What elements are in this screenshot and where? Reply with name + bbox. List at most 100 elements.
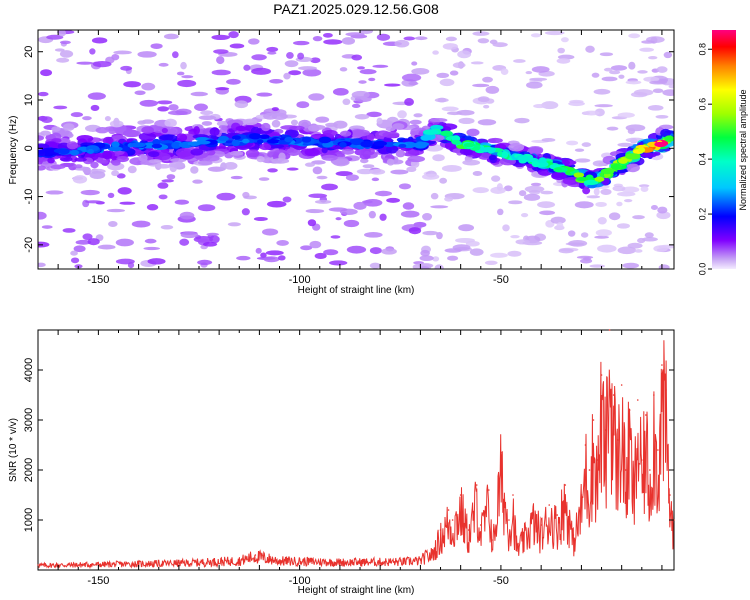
spectrogram-cell: [556, 57, 571, 64]
spectrogram-peak: [537, 159, 547, 164]
spectrogram-cell: [544, 30, 565, 36]
spectrogram-cell: [452, 244, 471, 251]
spectrogram-cell: [599, 52, 614, 57]
spectrogram-cell: [617, 142, 634, 147]
spectrogram-peak: [518, 156, 535, 162]
spectrogram-cell: [312, 36, 323, 42]
spectrogram-cell: [168, 104, 179, 111]
spectrogram-peak: [440, 130, 453, 137]
spectrogram-peak: [618, 157, 628, 164]
snr-data-point: [620, 384, 623, 386]
spectrogram-cell: [668, 84, 674, 89]
spectrogram-cell: [617, 246, 637, 255]
spectrogram-cell: [560, 37, 569, 43]
spectrogram-cell: [253, 216, 268, 221]
spectrogram-peak: [58, 149, 70, 155]
spectrogram-cell: [404, 98, 414, 106]
spectrogram-cell: [206, 232, 219, 236]
spectrogram-peak: [171, 141, 181, 149]
spectrogram-cell: [277, 255, 286, 261]
snr-data-point: [532, 509, 534, 511]
spectrogram-cell: [108, 220, 118, 227]
snr-data-point: [572, 534, 575, 536]
spectrogram-cell: [398, 183, 412, 190]
spectrogram-cell: [597, 216, 607, 225]
spectrogram-cell: [276, 239, 289, 246]
snr-series-line: [38, 340, 674, 570]
spectrogram-cell: [300, 245, 313, 251]
spectrogram-cell: [628, 61, 636, 70]
spectrogram-cell: [663, 51, 673, 59]
spectrogram-cell: [583, 257, 592, 261]
spectrogram-cell: [190, 148, 204, 156]
spectrogram-cell: [226, 78, 241, 85]
spectrogram-cell: [372, 64, 389, 68]
spectrogram-cell: [85, 200, 102, 204]
spectrogram-cell: [107, 192, 115, 198]
spectrogram-cell: [436, 72, 450, 79]
spectrogram-cell: [376, 117, 383, 125]
spectrogram-cell: [321, 154, 338, 161]
spectrogram-peak: [107, 146, 123, 152]
spectrogram-cell: [624, 199, 633, 203]
spectrogram-cell: [357, 66, 365, 70]
spectrogram-cell: [622, 262, 640, 269]
spectrogram-cell: [648, 55, 658, 60]
spectrogram-cell: [384, 83, 401, 87]
snr-y-tick-label: 1000: [23, 508, 35, 532]
spectrogram-cell: [322, 129, 338, 137]
spectrogram-cell: [106, 208, 125, 213]
spectrogram-cell: [362, 164, 375, 169]
spectrogram-cell: [245, 149, 260, 158]
spectrogram-x-tick-label: -100: [289, 274, 311, 286]
spectrogram-cell: [117, 187, 132, 195]
spectrogram-cell: [202, 155, 220, 162]
snr-data-point: [548, 504, 551, 506]
spectrogram-cell: [439, 123, 458, 130]
spectrogram-cell: [472, 31, 490, 36]
spectrogram-cell: [115, 238, 134, 247]
spectrogram-cell: [137, 51, 157, 58]
spectrogram-peak: [430, 124, 444, 131]
spectrogram-cell: [491, 175, 501, 182]
spectrogram-cell: [381, 248, 397, 255]
spectrogram-cell: [307, 209, 318, 213]
spectrogram-cell: [627, 128, 636, 135]
spectrogram-cell: [556, 222, 564, 229]
spectrogram-cell: [70, 112, 83, 118]
spectrogram-cell: [470, 61, 484, 65]
snr-data-point: [339, 560, 341, 563]
spectrogram-cell: [92, 61, 112, 68]
spectrogram-cell: [197, 204, 216, 212]
spectrogram-cell: [485, 85, 500, 94]
spectrogram-cell: [586, 195, 601, 199]
spectrogram-peak: [87, 149, 94, 154]
spectrogram-cell: [442, 43, 458, 50]
spectrogram-cell: [89, 170, 106, 179]
spectrogram-cell: [115, 258, 135, 265]
spectrogram-peak: [241, 138, 250, 144]
spectrogram-cell: [339, 67, 348, 72]
spectrogram-cell: [621, 186, 640, 193]
spectrogram-cell: [180, 231, 199, 239]
spectrogram-cell: [38, 211, 47, 220]
spectrogram-cell: [655, 114, 669, 119]
spectrogram-cell: [113, 117, 120, 127]
snr-data-point: [540, 524, 542, 526]
spectrogram-cell: [585, 45, 595, 53]
spectrogram-cell: [40, 69, 53, 77]
spectrogram-cell: [308, 124, 320, 132]
spectrogram-cell: [310, 57, 321, 64]
spectrogram-cell: [539, 210, 556, 216]
spectrogram-cell: [263, 112, 278, 120]
snr-data-point: [467, 529, 470, 531]
spectrogram-cell: [580, 232, 589, 238]
spectrogram-cell: [447, 255, 459, 261]
spectrogram-cell: [323, 249, 339, 256]
spectrogram-cell: [147, 151, 160, 158]
spectrogram-y-axis-label: Frequency (Hz): [8, 116, 19, 185]
spectrogram-cell: [255, 247, 262, 254]
spectrogram-cell: [625, 80, 642, 85]
spectrogram-cell: [397, 110, 407, 119]
spectrogram-cell: [514, 117, 530, 124]
